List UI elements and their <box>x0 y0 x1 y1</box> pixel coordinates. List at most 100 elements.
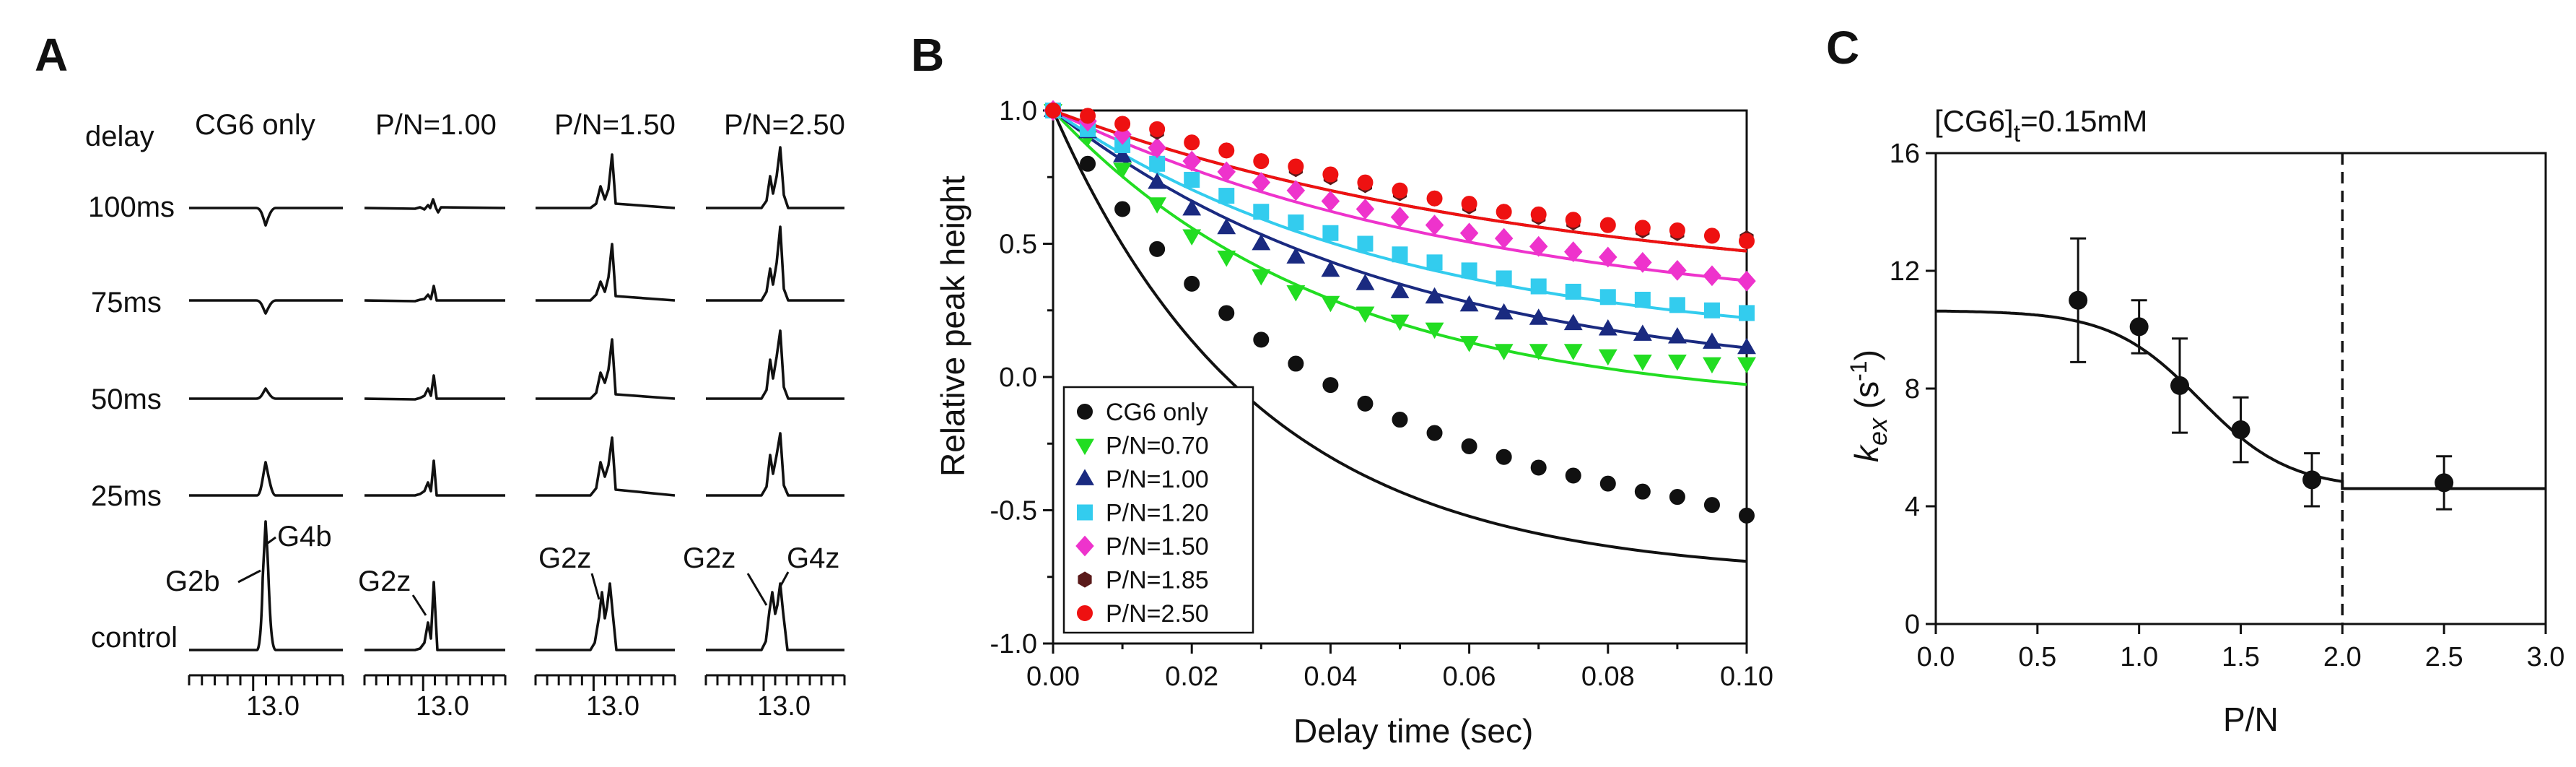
data-point-P/N=1.00 <box>1217 217 1236 235</box>
data-point-P/N=1.50 <box>1459 222 1479 244</box>
row-label-control: control <box>91 622 178 654</box>
spectrum-cg6-25ms <box>189 461 343 497</box>
row-label-75ms: 75ms <box>91 287 162 318</box>
data-point-P/N=1.50 <box>1668 259 1687 281</box>
panel-c-title-rest: =0.15mM <box>2020 104 2147 138</box>
data-point-P/N=1.00 <box>1252 233 1271 251</box>
data-point-P/N=1.50 <box>1633 251 1652 273</box>
panel-b-ticks: 0.00 0.02 0.04 0.06 0.08 0.10 -1.0 -0.5 0.0 0.5 1.… <box>990 96 1773 692</box>
legend-entry-CG6 only: CG6 only <box>1106 399 1208 426</box>
legend-entry-P/N=1.50: P/N=1.50 <box>1106 533 1209 560</box>
data-point-CG6 only <box>1703 497 1720 514</box>
legend-entry-P/N=1.00: P/N=1.00 <box>1106 466 1209 493</box>
data-point-P/N=0.70 <box>1321 295 1340 313</box>
data-point-P/N=2.50 <box>1634 220 1651 236</box>
data-point-CG6 only <box>1080 155 1096 172</box>
data-point-P/N=2.50 <box>1149 121 1166 137</box>
spectrum-pn150-control <box>536 582 675 651</box>
data-point-P/N=2.50 <box>1218 142 1235 159</box>
data-point-P/N=1.20 <box>1496 270 1512 287</box>
data-point-P/N=1.00 <box>1182 199 1202 216</box>
column-title-pn-2-50: P/N=2.50 <box>724 109 845 141</box>
legend-marker-P/N=0.70 <box>1075 438 1094 456</box>
data-point-P/N=1.20 <box>1184 171 1200 188</box>
legend-marker-P/N=1.00 <box>1075 469 1094 485</box>
data-point-P/N=2.50 <box>1114 116 1131 132</box>
data-point-CG6 only <box>1565 467 1581 484</box>
data-point-P/N=1.50 <box>1599 246 1617 268</box>
data-point-P/N=0.70 <box>1425 322 1444 339</box>
ppm-tick-col2: 13.0 <box>416 691 469 722</box>
data-point-P/N=2.50 <box>1322 166 1339 183</box>
leader-g2z-col3 <box>590 573 601 600</box>
data-point-P/N=1.20 <box>1357 235 1374 252</box>
y-title-unit-exp: -1 <box>1846 360 1872 381</box>
data-point-P/N=1.50 <box>1494 228 1514 249</box>
spectrum-cg6-50ms <box>189 387 343 400</box>
data-point-P/N=0.70 <box>1633 354 1652 371</box>
spectrum-cg6-100ms <box>189 207 343 227</box>
spectrum-pn250-control <box>706 582 844 651</box>
legend-marker-P/N=1.50 <box>1075 535 1094 557</box>
data-point-P/N=1.00 <box>1563 313 1583 331</box>
x-tick-label: 0.00 <box>1026 662 1080 692</box>
x-tick-label: 1.5 <box>2222 642 2260 672</box>
data-point-P/N=1.20 <box>1218 188 1235 204</box>
data-point-P/N=0.70 <box>1494 344 1514 360</box>
data-point-P/N=1.20 <box>1703 302 1720 318</box>
spectrum-pn100-50ms <box>364 374 505 401</box>
peak-label-g2b: G2b <box>165 566 220 597</box>
data-point-P/N=2.50 <box>1530 206 1547 222</box>
data-point-CG6 only <box>1496 448 1512 465</box>
nmr-spectra <box>189 146 844 651</box>
data-point-P/N=0.70 <box>1703 357 1721 374</box>
panel-b-y-axis-title: Relative peak height <box>934 176 972 477</box>
x-tick-label: 0.0 <box>1917 642 1955 672</box>
data-point-CG6 only <box>1218 305 1235 321</box>
data-point-P/N=1.20 <box>1461 262 1477 279</box>
data-point-P/N=1.50 <box>1113 124 1132 145</box>
spectrum-pn150-75ms <box>536 243 676 302</box>
panel-c-plot-frame <box>1934 152 2547 625</box>
ppm-axes <box>188 674 846 691</box>
data-point-CG6 only <box>1392 412 1408 428</box>
data-point-CG6 only <box>1114 201 1131 217</box>
data-point-P/N=2.50 <box>1599 217 1616 233</box>
y-tick-label: 16 <box>1890 139 1920 169</box>
panel-c-ticks: 0.0 0.5 1.0 1.5 2.0 2.5 3.0 0 4 8 12 16 <box>1890 139 2565 672</box>
data-point-P/N=0.70 <box>1390 314 1410 332</box>
data-point-P/N=2.50 <box>1669 222 1685 239</box>
fit-curve-P/N=2.50 <box>1052 109 1747 253</box>
column-title-pn-1-50: P/N=1.50 <box>554 109 676 141</box>
data-point-P/N=1.50 <box>1182 150 1201 172</box>
y-title-ex: ex <box>1863 417 1892 446</box>
panel-b-legend: CG6 only P/N=0.70 P/N=1.00 P/N=1.20 P/N=1.50… <box>1062 386 1254 634</box>
legend-marker-P/N=2.50 <box>1077 605 1093 621</box>
legend-entry-P/N=2.50: P/N=2.50 <box>1106 600 1209 628</box>
panel-c-title: [CG6]t=0.15mM <box>1934 104 2147 147</box>
data-point-P/N=1.50 <box>1390 207 1410 228</box>
data-point-P/N=1.00 <box>1703 332 1721 349</box>
panel-c: C [CG6]t=0.15mM 0.0 0.5 1.0 1.5 2.0 2.5 3.0 0 4 8… <box>1826 22 2564 738</box>
spectrum-pn100-100ms <box>364 198 506 214</box>
data-point-CG6 only <box>1149 240 1166 257</box>
x-tick-label: 1.0 <box>2120 642 2158 672</box>
data-point-P/N=1.20 <box>1392 246 1408 263</box>
panel-a-label: A <box>35 29 68 81</box>
spectrum-pn250-50ms <box>706 329 844 400</box>
leader-g2b <box>237 569 261 584</box>
data-point-P/N=1.50 <box>1252 172 1271 194</box>
data-point-P/N=1.00 <box>1113 146 1132 162</box>
data-point-P/N=1.20 <box>1565 283 1581 300</box>
fit-curve-CG6 only <box>1052 110 1747 563</box>
panel-b-label: B <box>911 29 944 81</box>
spectrum-pn150-25ms <box>536 436 676 497</box>
panel-c-data <box>1936 153 2546 624</box>
peak-label-g4b: G4b <box>277 521 332 552</box>
y-tick-label: 8 <box>1905 374 1920 404</box>
column-title-pn-1-00: P/N=1.00 <box>375 109 497 141</box>
peak-annotations: G2b G4b G2z G2z G2z G4z <box>165 521 839 616</box>
data-point-CG6 only <box>1357 395 1374 412</box>
peak-label-g2z-col3: G2z <box>538 542 591 574</box>
kex-data-point <box>2302 470 2322 490</box>
